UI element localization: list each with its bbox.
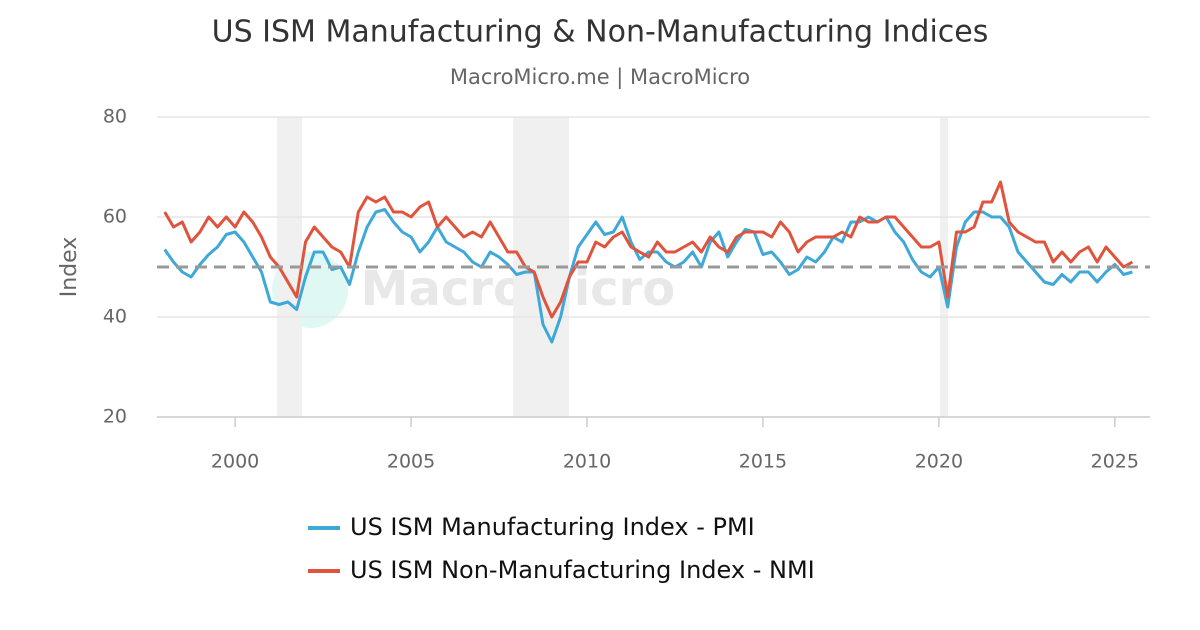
- x-tick-label: 2020: [915, 451, 963, 473]
- x-tick-label: 2000: [211, 451, 259, 473]
- x-tick-label: 2005: [387, 451, 435, 473]
- x-tick-label: 2025: [1091, 451, 1139, 473]
- y-axis-label: Index: [57, 237, 82, 298]
- series-line: [163, 208, 1133, 344]
- series-line: [163, 180, 1134, 319]
- y-tick-label: 40: [103, 306, 127, 328]
- x-tick-label: 2010: [563, 451, 611, 473]
- x-tick-label: 2015: [739, 451, 787, 473]
- legend-label[interactable]: US ISM Non-Manufacturing Index - NMI: [350, 556, 815, 584]
- y-tick-label: 20: [103, 406, 127, 428]
- legend-label[interactable]: US ISM Manufacturing Index - PMI: [350, 513, 755, 541]
- chart-subtitle: MacroMicro.me | MacroMicro: [450, 65, 750, 90]
- y-tick-label: 60: [103, 206, 127, 228]
- y-tick-label: 80: [103, 106, 127, 128]
- chart-title: US ISM Manufacturing & Non-Manufacturing…: [212, 15, 989, 50]
